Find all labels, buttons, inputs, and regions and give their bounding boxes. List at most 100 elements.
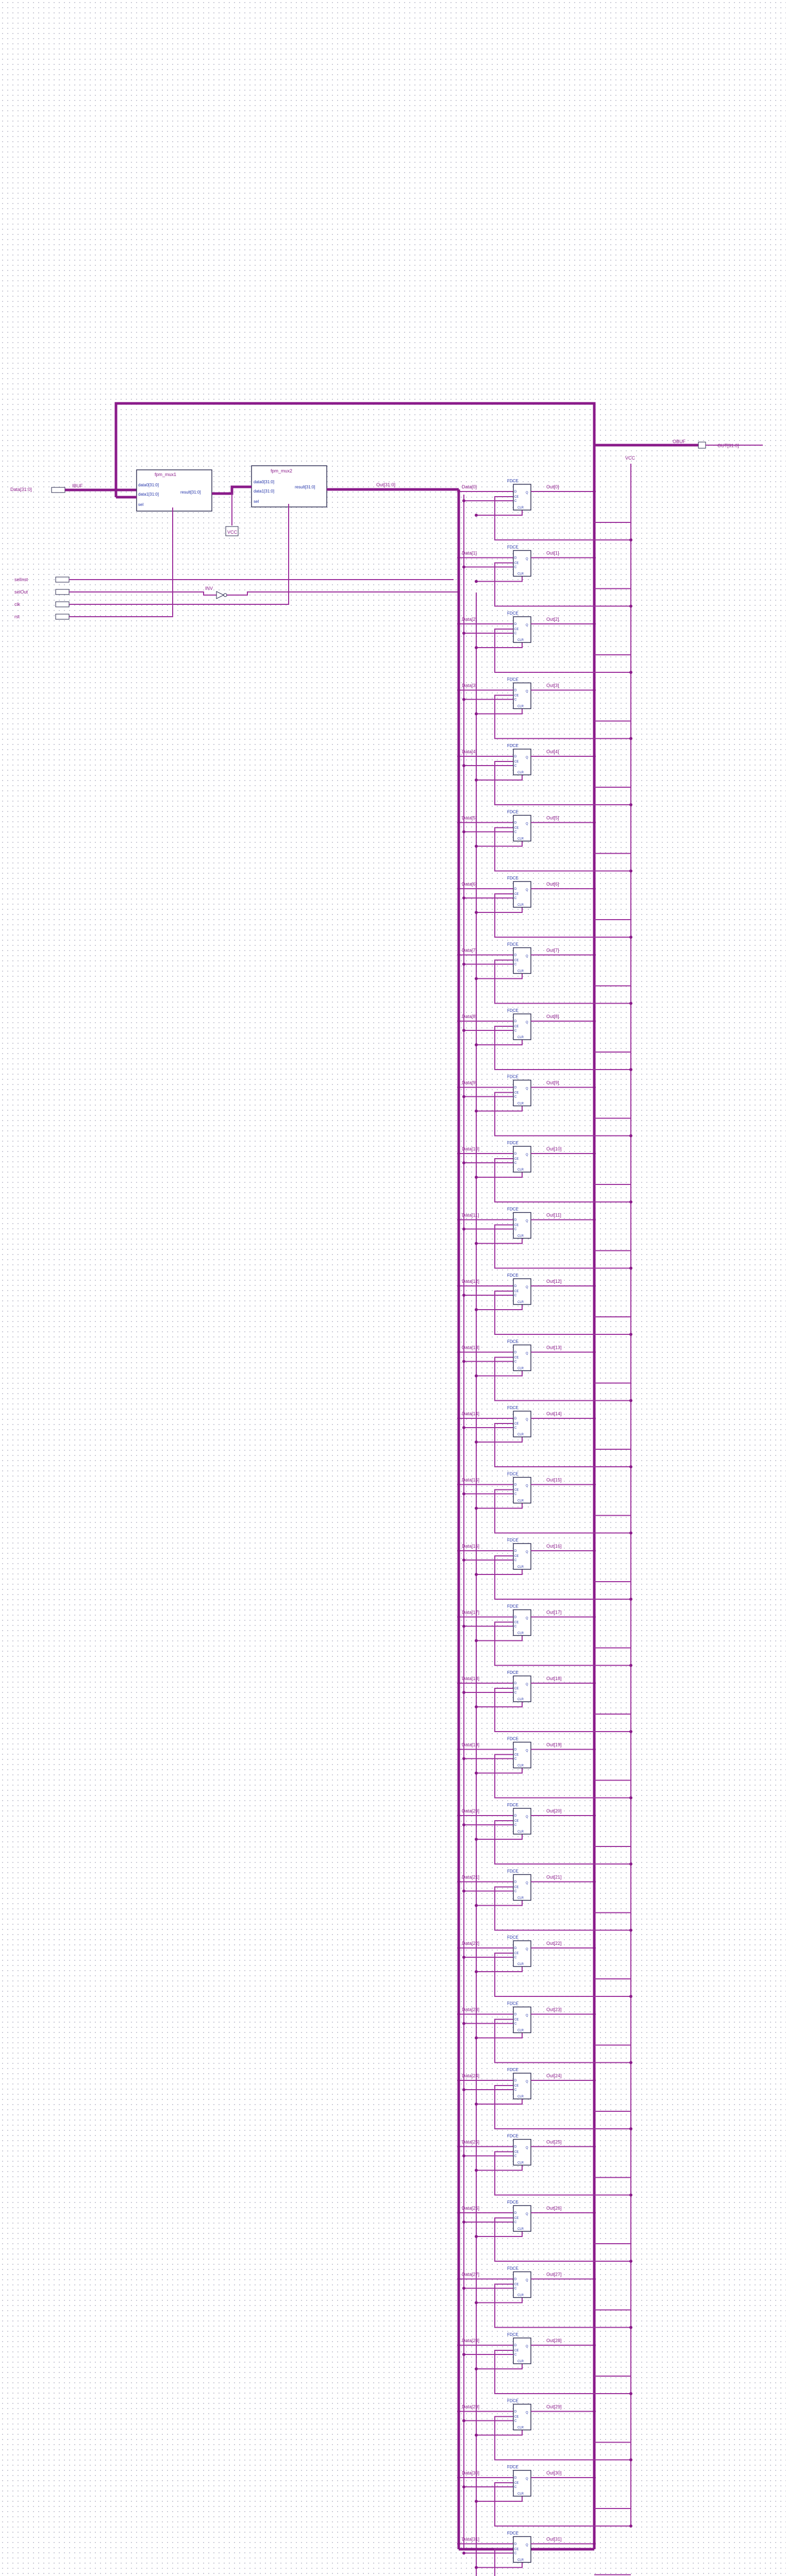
register-cell-9[interactable]: Data[9] FDCE CCE CLR D Q Out[9] [457, 1075, 632, 1138]
out-net-label-31: Out[31] [546, 2537, 562, 2542]
register-cell-31[interactable]: Data[31] FDCE CCE CLR D Q Out[31] [457, 2531, 632, 2576]
fdce-pin-clr-13: CLR [517, 1367, 524, 1370]
register-cell-24[interactable]: Data[24] FDCE CCE CLR D Q Out[24] [457, 2067, 632, 2130]
register-cell-20[interactable]: Data[20] FDCE CCE CLR D Q Out[20] [457, 1803, 632, 1866]
sel-input-1[interactable]: selOut [14, 589, 28, 595]
fdce-body-31 [513, 2536, 531, 2563]
register-cell-29[interactable]: Data[29] FDCE CCE CLR D Q Out[29] [457, 2399, 632, 2462]
register-cell-25[interactable]: Data[25] FDCE CCE CLR D Q Out[25] [457, 2134, 632, 2197]
data-net-label-2: Data[2] [462, 617, 477, 622]
fdce-pin-c-7: C [514, 963, 517, 967]
fdce-pin-q-3: Q [526, 690, 528, 693]
fdce-pin-ce-10: CE [514, 1158, 519, 1161]
register-cell-22[interactable]: Data[22] FDCE CCE CLR D Q Out[22] [457, 1935, 632, 1998]
data-net-label-28: Data[28] [462, 2338, 479, 2343]
register-cell-17[interactable]: Data[17] FDCE CCE CLR D Q Out[17] [457, 1604, 632, 1667]
fdce-pin-d-18: D [514, 1682, 517, 1685]
fdce-pin-q-22: Q [526, 1948, 528, 1951]
register-cell-4[interactable]: Data[4] FDCE CCE CLR D Q Out[4] [457, 743, 632, 806]
register-cell-28[interactable]: Data[28] FDCE CCE CLR D Q Out[28] [457, 2332, 632, 2395]
sel-input-2[interactable]: clk [14, 602, 20, 607]
register-cell-14[interactable]: Data[14] FDCE CCE CLR D Q Out[14] [457, 1405, 632, 1468]
fdce-body-8 [513, 1013, 531, 1040]
mux-block-b[interactable]: fpm_mux2 data0[31:0] data1[31:0] sel res… [251, 465, 327, 507]
fdce-pin-ce-28: CE [514, 2349, 519, 2352]
fdce-body-4 [513, 749, 531, 775]
fdce-label-25: FDCE [507, 2134, 519, 2139]
fdce-pin-ce-29: CE [514, 2416, 519, 2419]
fdce-pin-clr-19: CLR [517, 1765, 524, 1768]
register-cell-13[interactable]: Data[13] FDCE CCE CLR D Q Out[13] [457, 1340, 632, 1402]
register-cell-6[interactable]: Data[6] FDCE CCE CLR D Q Out[6] [457, 876, 632, 939]
register-cell-27[interactable]: Data[27] FDCE CCE CLR D Q Out[27] [457, 2266, 632, 2329]
fdce-body-0 [513, 484, 531, 511]
fdce-pin-ce-3: CE [514, 694, 519, 698]
out-net-label-18: Out[18] [546, 1676, 562, 1681]
register-cell-21[interactable]: Data[21] FDCE CCE CLR D Q Out[21] [457, 1869, 632, 1932]
out-net-label-26: Out[26] [546, 2206, 562, 2211]
out-net-label-27: Out[27] [546, 2272, 562, 2277]
fdce-pin-clr-23: CLR [517, 2029, 524, 2032]
fdce-pin-q-5: Q [526, 823, 528, 826]
data-net-label-8: Data[8] [462, 1014, 477, 1019]
fdce-label-16: FDCE [507, 1538, 519, 1543]
register-cell-7[interactable]: Data[7] FDCE CCE CLR D Q Out[7] [457, 942, 632, 1005]
fdce-body-23 [513, 2006, 531, 2033]
vcc-symbol [225, 526, 239, 536]
svg-text:data1[31:0]: data1[31:0] [138, 492, 159, 497]
sel-input-3[interactable]: rst [14, 614, 20, 619]
register-cell-26[interactable]: Data[26] FDCE CCE CLR D Q Out[26] [457, 2200, 632, 2263]
data-net-label-3: Data[3] [462, 683, 477, 688]
fdce-pin-ce-11: CE [514, 1224, 519, 1227]
fdce-pin-d-14: D [514, 1417, 517, 1420]
fdce-pin-d-22: D [514, 1947, 517, 1950]
data-net-label-26: Data[26] [462, 2206, 479, 2211]
fdce-body-2 [513, 616, 531, 643]
fdce-pin-q-21: Q [526, 1882, 528, 1885]
register-cell-8[interactable]: Data[8] FDCE CCE CLR D Q Out[8] [457, 1008, 632, 1071]
register-cell-30[interactable]: Data[30] FDCE CCE CLR D Q Out[30] [457, 2465, 632, 2528]
out-net-label-2: Out[2] [546, 617, 559, 622]
register-cell-1[interactable]: Data[1] FDCE CCE CLR D Q Out[1] [457, 545, 632, 608]
data-port-label[interactable]: Data[31:0] [10, 487, 32, 492]
register-cell-15[interactable]: Data[15] FDCE CCE CLR D Q Out[15] [457, 1472, 632, 1535]
data-net-label-13: Data[13] [462, 1345, 479, 1350]
sel-input-0[interactable]: selInst [14, 577, 28, 582]
feedback-bus [114, 402, 596, 2549]
fdce-label-28: FDCE [507, 2332, 519, 2337]
out-net-label-19: Out[19] [546, 1742, 562, 1748]
register-cell-23[interactable]: Data[23] FDCE CCE CLR D Q Out[23] [457, 2002, 632, 2064]
register-cell-5[interactable]: Data[5] FDCE CCE CLR D Q Out[5] [457, 810, 632, 873]
register-cell-2[interactable]: Data[2] FDCE CCE CLR D Q Out[2] [457, 611, 632, 674]
fdce-body-15 [513, 1477, 531, 1504]
register-cell-10[interactable]: Data[10] FDCE CCE CLR D Q Out[10] [457, 1141, 632, 1204]
fdce-pin-c-20: C [514, 1824, 517, 1827]
register-cell-16[interactable]: Data[16] FDCE CCE CLR D Q Out[16] [457, 1538, 632, 1601]
data-net-label-14: Data[14] [462, 1411, 479, 1416]
fdce-body-26 [513, 2205, 531, 2232]
fdce-label-9: FDCE [507, 1075, 519, 1079]
svg-text:result[31:0]: result[31:0] [295, 485, 315, 489]
fdce-pin-ce-26: CE [514, 2217, 519, 2220]
register-cell-18[interactable]: Data[18] FDCE CCE CLR D Q Out[18] [457, 1670, 632, 1733]
ibuf-symbol [51, 487, 65, 493]
register-cell-11[interactable]: Data[11] FDCE CCE CLR D Q Out[11] [457, 1207, 632, 1270]
register-cell-12[interactable]: Data[12] FDCE CCE CLR D Q Out[12] [457, 1273, 632, 1336]
fdce-pin-ce-30: CE [514, 2482, 519, 2485]
data-net-label-16: Data[16] [462, 1544, 479, 1549]
fdce-pin-c-8: C [514, 1029, 517, 1032]
fdce-label-17: FDCE [507, 1604, 519, 1609]
fdce-body-19 [513, 1741, 531, 1769]
register-cell-3[interactable]: Data[3] FDCE CCE CLR D Q Out[3] [457, 677, 632, 740]
data-net-label-9: Data[9] [462, 1080, 477, 1086]
out-net-label-14: Out[14] [546, 1411, 562, 1416]
mux-block-a[interactable]: fpm_mux1 data0[31:0] data1[31:0] sel res… [136, 469, 212, 512]
fdce-body-28 [513, 2337, 531, 2364]
register-cell-0[interactable]: Data[0] FDCE CCE CLR D Q Out[0] [457, 479, 632, 541]
fdce-pin-clr-10: CLR [517, 1168, 524, 1172]
register-cell-19[interactable]: Data[19] FDCE CCE CLR D Q Out[19] [457, 1737, 632, 1800]
fdce-pin-d-21: D [514, 1881, 517, 1884]
fdce-pin-c-2: C [514, 632, 517, 635]
fdce-pin-c-16: C [514, 1559, 517, 1562]
out-net-label-6: Out[6] [546, 882, 559, 887]
